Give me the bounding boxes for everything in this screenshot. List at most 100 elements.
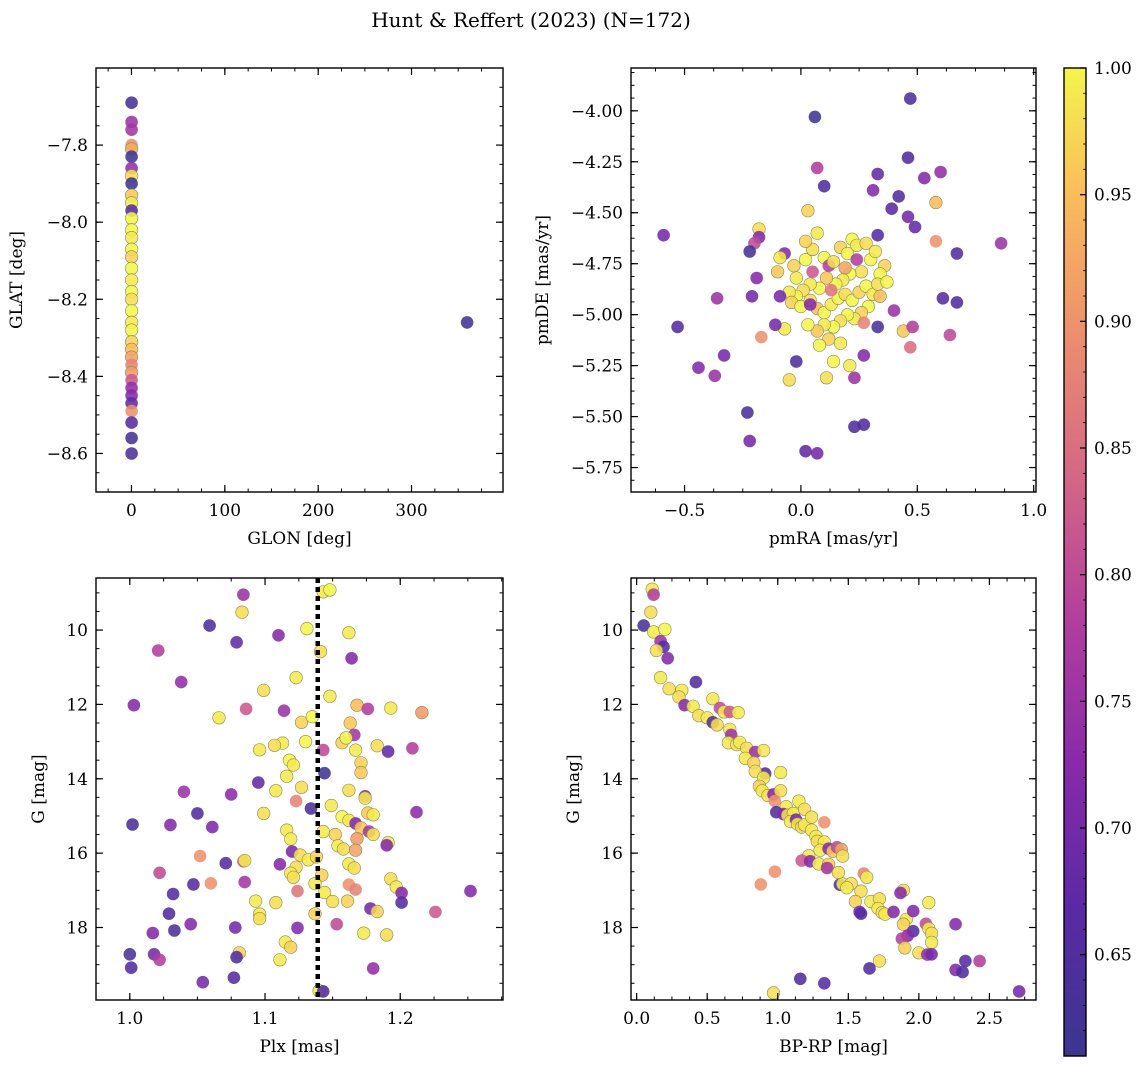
y-tick-label: −8.4 <box>47 367 88 387</box>
point <box>304 802 318 815</box>
point <box>950 296 964 309</box>
y-tick-label: −5.50 <box>571 408 623 428</box>
point <box>153 953 166 967</box>
point <box>370 904 384 919</box>
point <box>125 273 139 287</box>
point <box>819 371 834 385</box>
y-tick-label: −4.50 <box>571 204 623 224</box>
point <box>644 605 658 619</box>
y-tick-label: 14 <box>66 770 88 790</box>
point <box>973 954 986 968</box>
points-cmd <box>637 582 1026 1000</box>
point <box>750 271 763 285</box>
point <box>184 917 197 931</box>
axes-frame <box>630 577 1037 1001</box>
point <box>871 228 884 242</box>
point <box>773 290 787 303</box>
x-tick-label: 0.0 <box>623 1009 650 1029</box>
point <box>125 177 138 190</box>
point <box>689 675 703 689</box>
point <box>410 805 423 819</box>
point <box>273 953 287 967</box>
point <box>908 220 922 234</box>
point <box>887 905 900 919</box>
point <box>323 689 337 703</box>
y-tick-label: −4.25 <box>571 153 623 173</box>
point <box>768 865 782 878</box>
point <box>755 330 768 344</box>
x-tick-label: −0.5 <box>664 501 705 521</box>
point <box>810 324 824 338</box>
point <box>804 810 819 824</box>
y-tick-label: −5.00 <box>571 306 623 326</box>
point <box>395 896 408 909</box>
point <box>857 418 871 432</box>
colorbar: 0.65 0.70 0.75 0.80 0.85 0.90 0.95 1.00 <box>1063 59 1132 1057</box>
point <box>125 261 139 276</box>
point <box>238 875 251 889</box>
x-axis-label: Plx [mas] <box>259 1037 339 1057</box>
x-tick-label: 1.0 <box>1020 501 1047 521</box>
y-tick-label: 12 <box>66 695 88 715</box>
x-axis-label: pmRA [mas/yr] <box>769 529 898 549</box>
point <box>769 318 782 332</box>
y-tick-label: 10 <box>601 621 623 641</box>
axes-frame <box>95 67 504 493</box>
y-axis-label: G [mag] <box>564 754 584 823</box>
point <box>239 702 253 716</box>
colorbar-tick-label: 1.00 <box>1094 59 1132 79</box>
x-tick-label: 1.0 <box>764 1009 791 1029</box>
point <box>381 745 395 758</box>
x-tick-label: 0.5 <box>904 501 931 521</box>
point <box>773 784 788 798</box>
point <box>151 644 165 657</box>
point <box>340 894 355 908</box>
colorbar-tick-label: 0.65 <box>1094 946 1132 966</box>
point <box>934 165 947 179</box>
points-plx-g <box>123 583 477 998</box>
y-axis-label: G [mag] <box>29 754 49 823</box>
point <box>924 935 939 950</box>
point <box>269 784 283 798</box>
point <box>212 711 226 725</box>
point <box>187 878 200 891</box>
point <box>859 236 873 250</box>
point <box>661 652 674 665</box>
point <box>429 905 442 919</box>
point <box>124 961 138 974</box>
point <box>637 619 650 632</box>
point <box>826 354 841 369</box>
panel-plx-g: 1.0 1.1 1.2 10 12 14 16 18 Plx [mas] G [mag] <box>29 577 504 1057</box>
point <box>854 265 869 279</box>
point <box>840 881 854 895</box>
point <box>464 884 477 898</box>
panel-glon-glat: 0 100 200 300 −7.8 −8.0 −8.2 −8.4 −8.6 GLON [deg]… <box>7 67 504 549</box>
point <box>808 110 822 124</box>
point <box>347 861 361 875</box>
point <box>756 743 771 758</box>
point <box>162 907 176 920</box>
colorbar-tick-label: 0.75 <box>1094 692 1132 712</box>
point <box>873 289 887 303</box>
point <box>857 316 871 330</box>
point <box>943 328 957 342</box>
point <box>224 788 238 801</box>
point <box>799 444 812 458</box>
colorbar-tick-label: 0.70 <box>1094 819 1132 839</box>
point <box>741 406 754 419</box>
point <box>415 705 429 720</box>
point <box>860 870 874 884</box>
y-tick-label: −4.75 <box>571 255 623 275</box>
y-tick-label: −8.2 <box>47 290 88 310</box>
point <box>238 853 252 868</box>
point <box>230 950 243 964</box>
point <box>817 179 831 193</box>
point <box>174 675 188 689</box>
point <box>380 928 394 942</box>
point <box>249 894 263 908</box>
y-tick-label: −5.75 <box>571 459 623 479</box>
point <box>843 359 857 373</box>
point <box>789 271 803 285</box>
panel-cmd: 0.0 0.5 1.0 1.5 2.0 2.5 10 12 14 16 18 BP-RP [mag] G… <box>564 577 1037 1057</box>
point <box>196 975 210 989</box>
